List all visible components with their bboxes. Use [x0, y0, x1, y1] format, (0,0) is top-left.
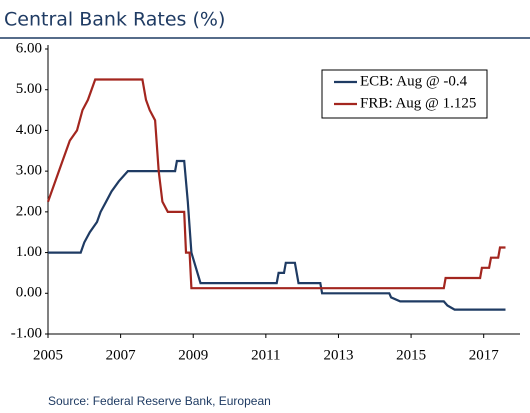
legend-label: ECB: Aug @ -0.4 — [360, 73, 468, 89]
series-line — [48, 159, 506, 311]
x-tick-label: 2009 — [178, 347, 208, 363]
y-tick-label: -1.00 — [11, 325, 42, 341]
legend-box — [321, 69, 488, 119]
y-tick-label: 1.00 — [16, 244, 42, 260]
x-tick-label: 2007 — [106, 347, 137, 363]
x-tick-label: 2015 — [396, 347, 426, 363]
chart-title: Central Bank Rates (%) — [4, 9, 225, 31]
x-tick-label: 2011 — [251, 347, 280, 363]
y-tick-label: 3.00 — [16, 163, 42, 179]
y-tick-label: 2.00 — [16, 203, 42, 219]
x-tick-label: 2005 — [33, 347, 63, 363]
source-note: Source: Federal Reserve Bank, European — [48, 394, 271, 408]
y-tick-label: 5.00 — [16, 81, 42, 97]
y-tick-label: 0.00 — [16, 285, 42, 301]
x-tick-label: 2017 — [469, 347, 500, 363]
y-tick-label: 4.00 — [16, 122, 42, 138]
x-tick-label: 2013 — [323, 347, 353, 363]
legend-label: FRB: Aug @ 1.125 — [360, 95, 476, 111]
series-line — [46, 78, 506, 290]
y-tick-label: 6.00 — [16, 40, 42, 56]
